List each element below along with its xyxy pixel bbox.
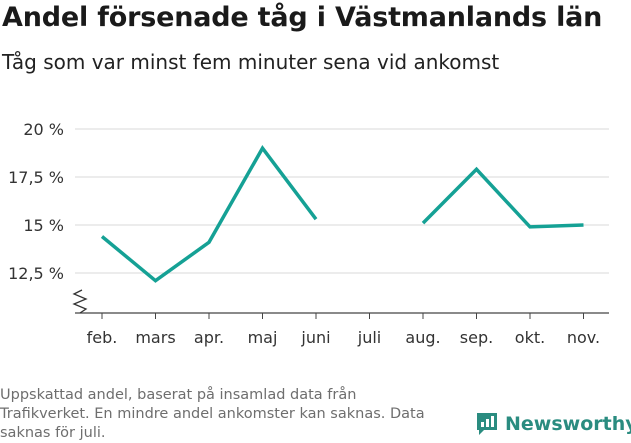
brand-name: Newsworthy xyxy=(505,413,631,435)
x-tick-label: mars xyxy=(135,328,175,347)
y-tick-label: 20 % xyxy=(23,120,64,139)
brand-logo: Newsworthy xyxy=(475,409,631,439)
source-note: Uppskattad andel, baserat på insamlad da… xyxy=(0,387,425,441)
series-line xyxy=(421,166,584,229)
series-line xyxy=(100,145,318,283)
y-tick-label: 15 % xyxy=(23,216,64,235)
newsworthy-logo-icon xyxy=(477,413,497,435)
y-tick-label: 17,5 % xyxy=(8,168,64,187)
x-tick-label: apr. xyxy=(194,328,224,347)
x-tick-label: nov. xyxy=(567,328,600,347)
chart-title: Andel försenade tåg i Västmanlands län xyxy=(2,2,603,33)
gridlines xyxy=(75,128,609,274)
y-axis-ticks: 12,5 % 15 % 17,5 % 20 % xyxy=(8,120,64,283)
x-tick-label: sep. xyxy=(460,328,493,347)
x-axis-ticks: feb. mars apr. maj juni juli aug. sep. okt. nov. xyxy=(87,313,600,347)
series-lines xyxy=(100,145,584,283)
x-tick-label: aug. xyxy=(405,328,440,347)
x-tick-label: okt. xyxy=(515,328,545,347)
chart-subtitle: Tåg som var minst fem minuter sena vid a… xyxy=(2,50,500,74)
x-tick-label: juli xyxy=(357,328,381,347)
axis-break-icon xyxy=(72,289,88,314)
y-tick-label: 12,5 % xyxy=(8,264,64,283)
x-tick-label: maj xyxy=(248,328,278,347)
x-tick-label: feb. xyxy=(87,328,118,347)
line-chart: 12,5 % 15 % 17,5 % 20 % feb. mars apr. maj juni… xyxy=(8,120,609,347)
x-tick-label: juni xyxy=(300,328,330,347)
